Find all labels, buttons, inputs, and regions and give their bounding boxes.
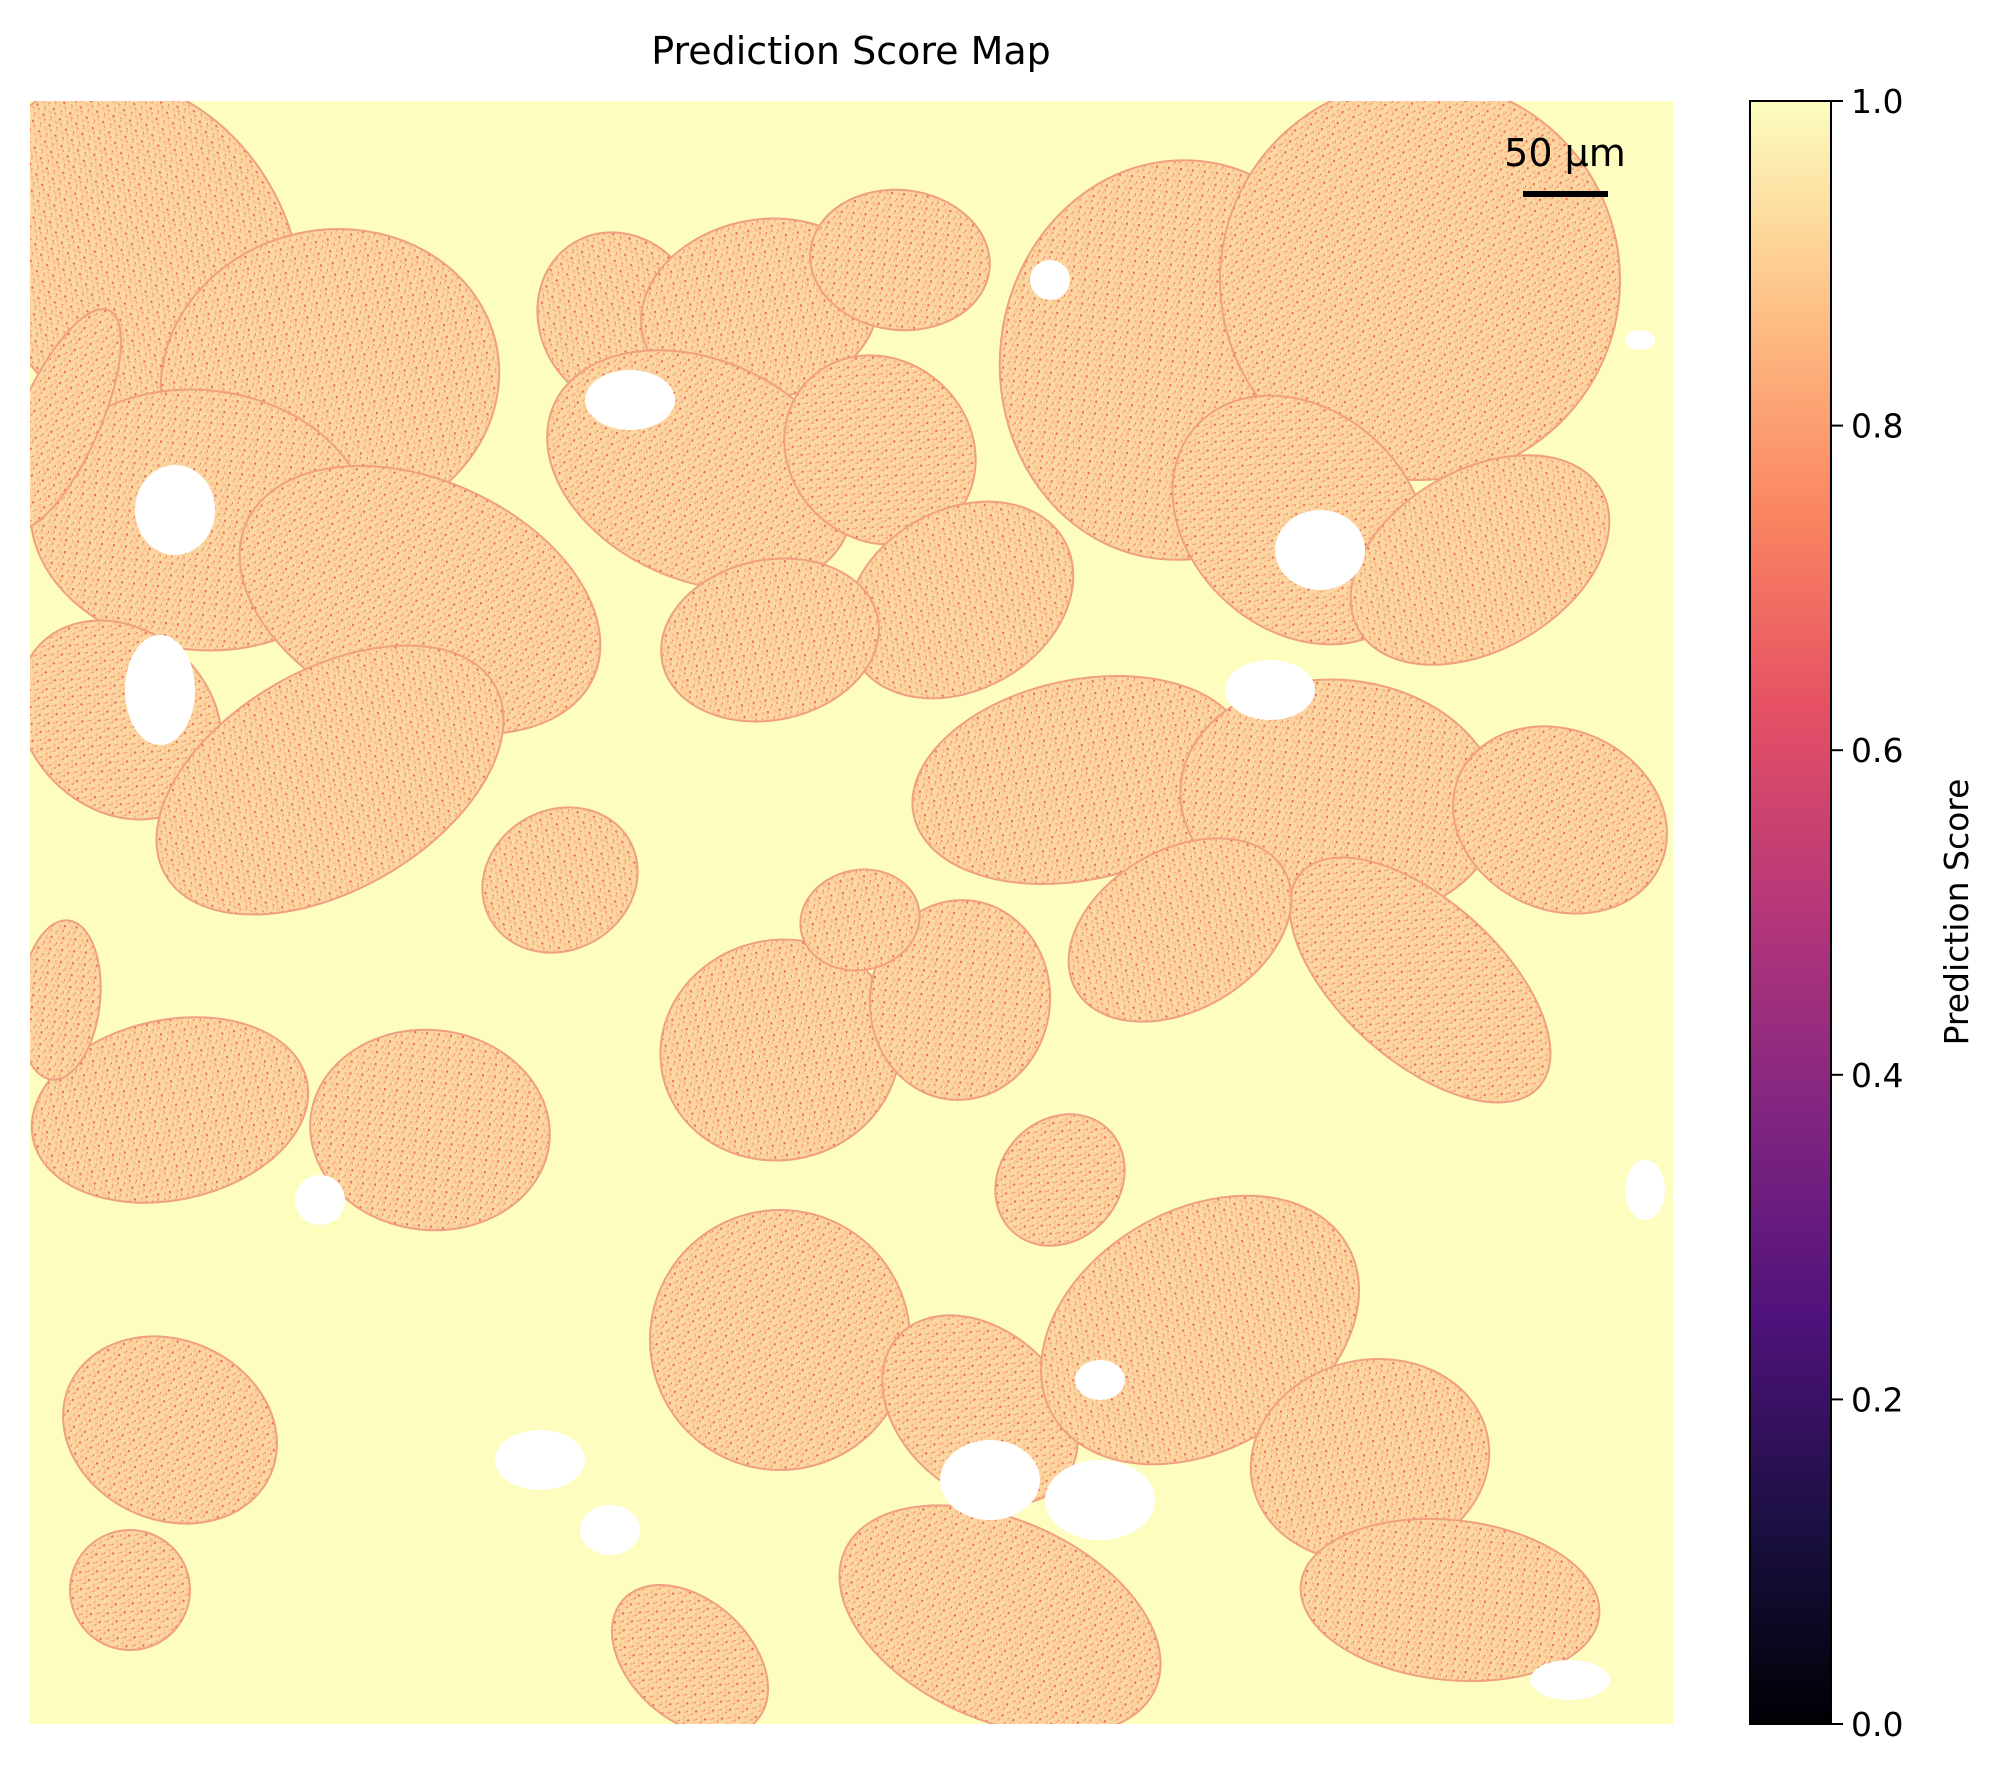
textured-region: [868, 899, 1052, 1101]
textured-region: [809, 188, 991, 332]
scale-bar-line: [1523, 191, 1608, 197]
score-map: [30, 101, 1673, 1724]
textured-region: [62, 1335, 278, 1525]
colorbar-ticks: 0.0 0.2 0.4 0.6 0.8 1.0: [1831, 82, 1903, 1744]
textured-region: [1349, 454, 1611, 666]
masked-region: [1275, 510, 1365, 590]
textured-regions: [30, 101, 1668, 1724]
masked-region: [1625, 330, 1655, 350]
masked-regions: [125, 260, 1665, 1700]
masked-region: [1045, 1460, 1155, 1540]
colorbar: 0.0 0.2 0.4 0.6 0.8 1.0 Prediction Score: [1749, 82, 1976, 1744]
textured-region: [1288, 856, 1552, 1104]
scale-bar: 50 µm: [1504, 131, 1626, 197]
masked-region: [585, 370, 675, 430]
textured-region: [69, 1529, 191, 1651]
textured-region: [481, 806, 639, 954]
textured-region: [1299, 1517, 1601, 1683]
colorbar-tick-label: 0.2: [1851, 1380, 1903, 1419]
colorbar-tick-label: 0.8: [1851, 407, 1903, 446]
textured-region: [309, 1028, 551, 1232]
masked-region: [1625, 1160, 1665, 1220]
masked-region: [940, 1440, 1040, 1520]
scale-bar-label: 50 µm: [1504, 131, 1626, 175]
textured-region: [1452, 725, 1668, 915]
masked-region: [1530, 1660, 1610, 1700]
textured-region: [610, 1584, 770, 1724]
colorbar-tick-label: 0.0: [1851, 1705, 1903, 1744]
textured-region: [994, 1113, 1126, 1247]
textured-region: [799, 868, 921, 972]
masked-region: [495, 1430, 585, 1490]
masked-region: [580, 1505, 640, 1555]
colorbar-frame: [1749, 100, 1832, 1725]
masked-region: [125, 635, 195, 745]
masked-region: [1030, 260, 1070, 300]
textured-region: [30, 1016, 310, 1204]
colorbar-label: Prediction Score: [1937, 779, 1976, 1046]
chart-title: Prediction Score Map: [651, 29, 1051, 73]
textured-region: [30, 308, 122, 532]
textured-region: [1067, 837, 1293, 1023]
colorbar-gradient: [1750, 101, 1831, 1724]
masked-region: [1225, 660, 1315, 720]
colorbar-tick-label: 0.4: [1851, 1056, 1903, 1095]
textured-region: [30, 919, 102, 1081]
textured-region: [838, 1504, 1162, 1724]
colorbar-tick-label: 1.0: [1851, 82, 1903, 121]
masked-region: [135, 465, 215, 555]
masked-region: [1075, 1360, 1125, 1400]
masked-region: [295, 1175, 345, 1225]
colorbar-tick-label: 0.6: [1851, 731, 1903, 770]
textured-region: [660, 557, 880, 723]
textured-region: [155, 644, 505, 916]
